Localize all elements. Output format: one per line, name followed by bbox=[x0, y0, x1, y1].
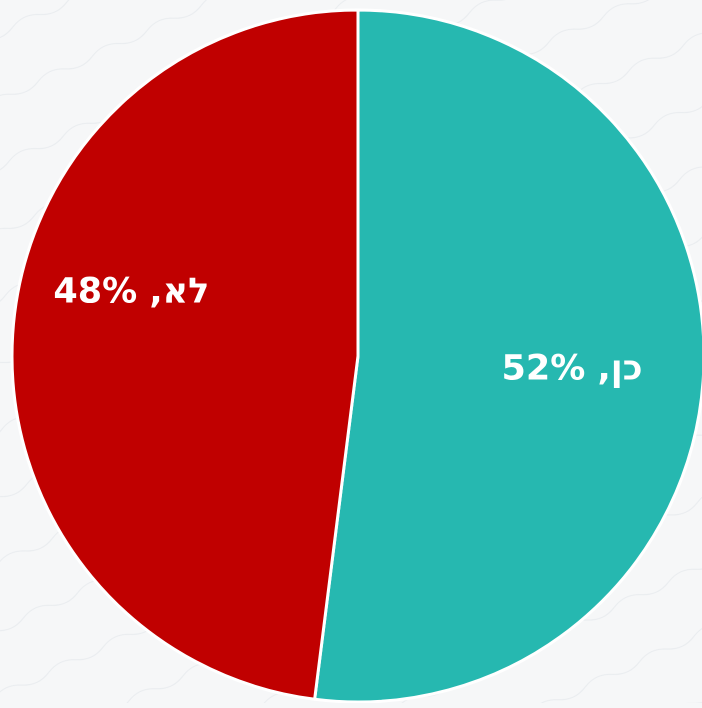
pie-slices bbox=[10, 8, 702, 704]
pie-slice-no bbox=[10, 8, 360, 701]
slice-data-label: לא, 48% bbox=[53, 272, 209, 312]
slice-data-label: כן, 52% bbox=[502, 348, 643, 388]
pie-data-labels: כן, 52% לא, 48% bbox=[53, 272, 642, 389]
pie-slice-yes bbox=[313, 8, 702, 704]
